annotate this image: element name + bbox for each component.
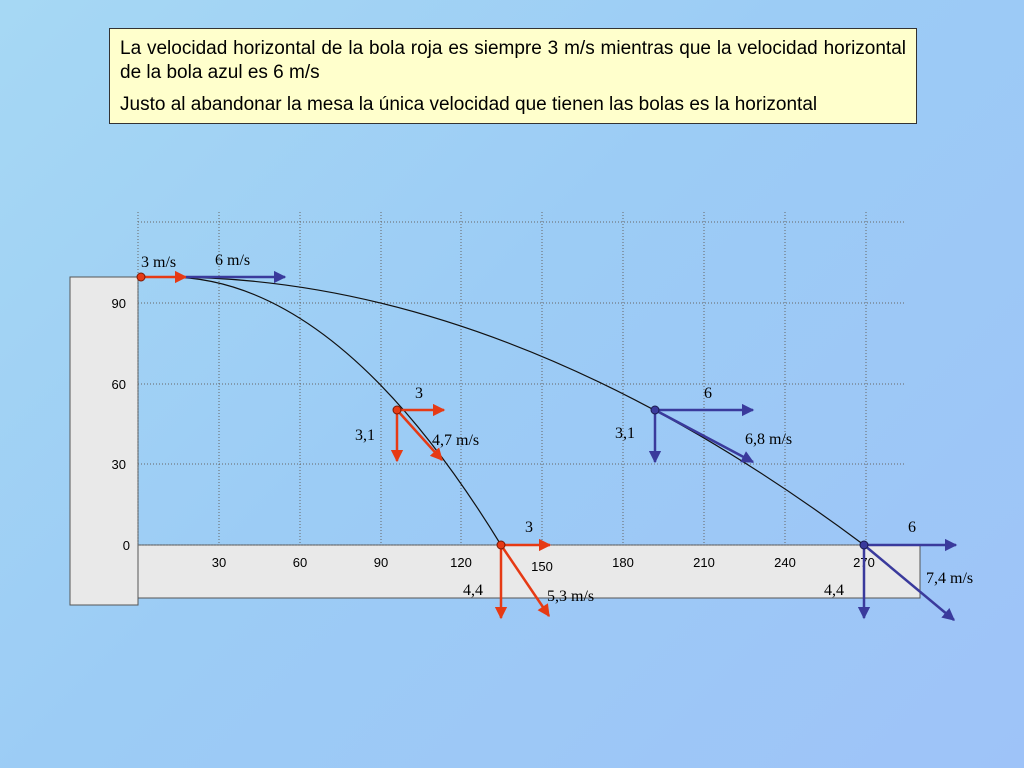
blue-end-v-label: 7,4 m/s [926,570,973,587]
x-tick-210: 210 [693,555,715,570]
x-tick-60: 60 [293,555,307,570]
blue-end-v-arrow [863,544,955,621]
blue-mid-vy-label: 3,1 [615,425,635,442]
red-end-vx-label: 3 [525,519,533,536]
red-ball-trajectory [167,276,502,546]
red-ball-mid [392,405,402,415]
note-line-initial-velocity: Justo al abandonar la mesa la única velo… [120,94,818,115]
red-end-v-arrow [499,544,551,618]
note-line-horizontal-velocity: La velocidad horizontal de la bola roja … [120,38,906,83]
red-mid-vy-label: 3,1 [355,427,375,444]
x-tick-90: 90 [374,555,388,570]
blue-ball-end [859,540,869,550]
blue-initial-velocity-label: 6 m/s [215,252,250,269]
y-tick-0: 0 [123,538,130,553]
blue-mid-vx-label: 6 [704,385,712,402]
red-initial-velocity-label: 3 m/s [141,254,176,271]
explanation-note: La velocidad horizontal de la bola roja … [109,28,917,124]
x-tick-180: 180 [612,555,634,570]
red-mid-vx-label: 3 [415,385,423,402]
y-tick-60: 60 [112,377,126,392]
y-tick-30: 30 [112,457,126,472]
blue-mid-v-arrow [654,408,755,464]
table-block [69,276,139,606]
floor-strip [137,544,921,599]
red-end-vy-label: 4,4 [463,582,483,599]
x-tick-30: 30 [212,555,226,570]
blue-end-vx-label: 6 [908,519,916,536]
red-mid-v-arrow [396,409,443,461]
x-tick-120: 120 [450,555,472,570]
blue-ball-mid [650,405,660,415]
grid [137,212,906,546]
blue-end-vy-label: 4,4 [824,582,844,599]
x-tick-150: 150 [531,559,553,574]
red-end-v-label: 5,3 m/s [547,588,594,605]
red-mid-v-label: 4,7 m/s [432,432,479,449]
blue-mid-v-label: 6,8 m/s [745,431,792,448]
x-tick-240: 240 [774,555,796,570]
y-tick-90: 90 [112,296,126,311]
red-ball-end [496,540,506,550]
start-ball [136,272,146,282]
blue-ball-trajectory [167,276,865,546]
